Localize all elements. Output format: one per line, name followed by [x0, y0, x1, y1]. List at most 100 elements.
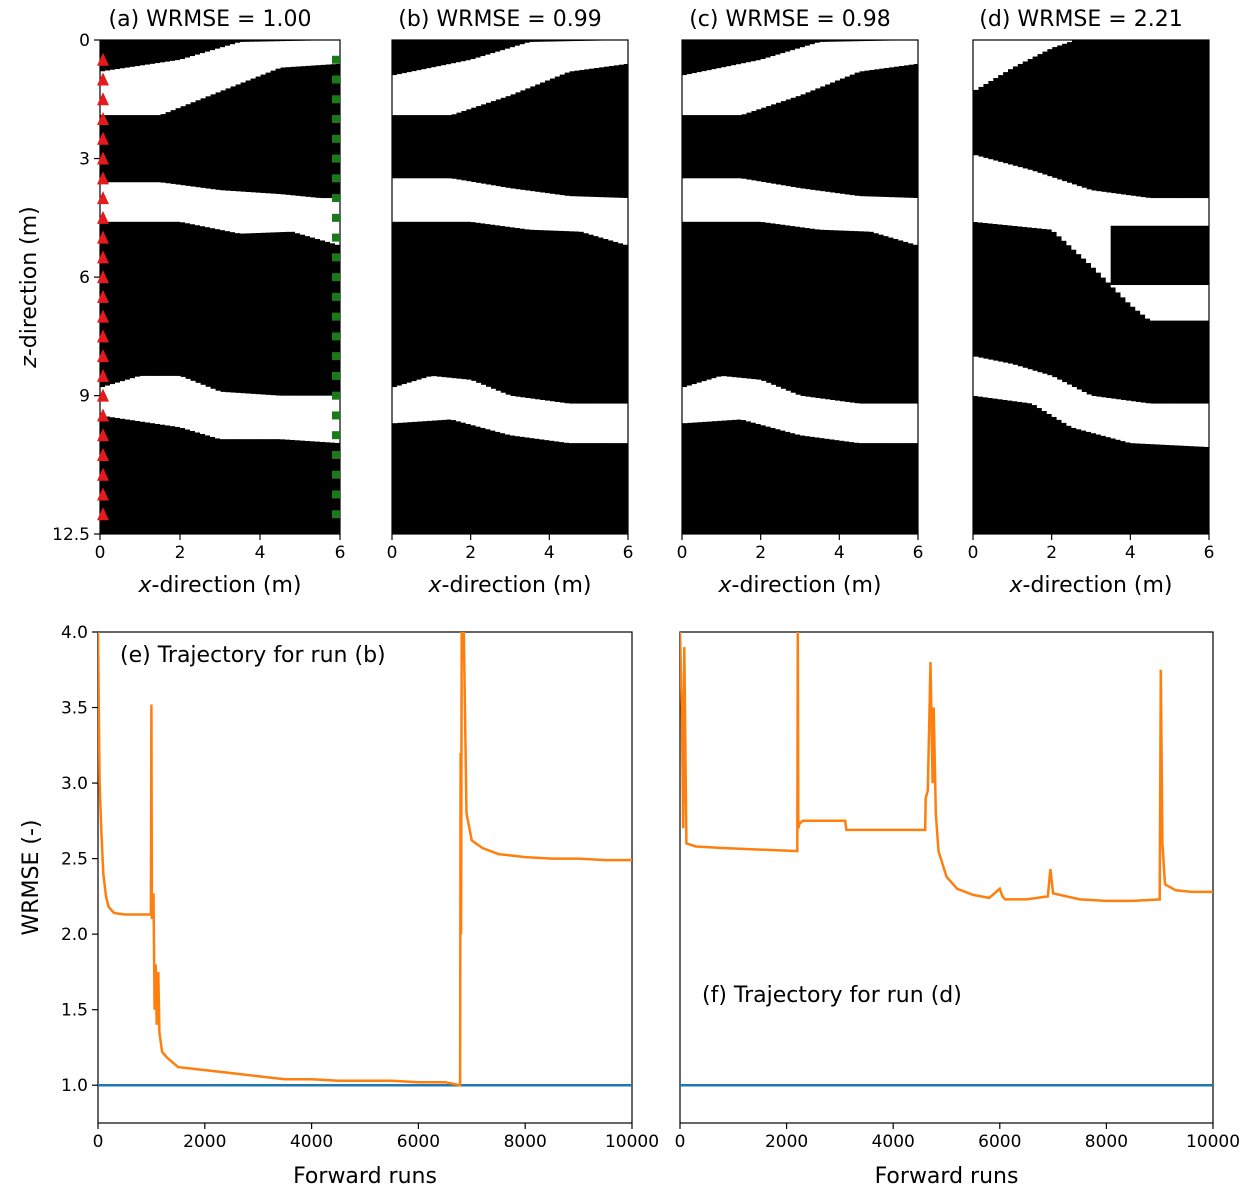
- y-axis-label-italic: z: [17, 356, 42, 369]
- channel-cell: [1091, 190, 1097, 268]
- channel-cell: [310, 197, 316, 238]
- channel-cell: [721, 376, 727, 421]
- channel-cell: [903, 40, 909, 66]
- channel-cell: [977, 357, 984, 397]
- channel-cell: [682, 178, 688, 222]
- channel-cell: [603, 403, 609, 444]
- x-tick-label: 2000: [183, 1132, 226, 1152]
- channel-cell: [804, 396, 811, 437]
- channel-cell: [470, 380, 477, 426]
- channel-cell: [559, 41, 565, 75]
- channel-cell: [480, 183, 487, 224]
- channel-cell: [436, 376, 442, 421]
- channel-cell: [431, 376, 437, 421]
- channel-cell: [1076, 389, 1082, 430]
- y-axis-label: WRMSE (-): [19, 820, 44, 936]
- channel-cell: [583, 403, 590, 444]
- channel-cell: [320, 198, 326, 241]
- channel-cell: [1164, 403, 1171, 445]
- channel-cell: [145, 64, 151, 116]
- channel-cell: [549, 193, 555, 231]
- channel-cell: [1081, 187, 1087, 259]
- channel-cell: [1091, 396, 1097, 434]
- panel-title: (b) WRMSE = 0.99: [398, 7, 601, 32]
- channel-cell: [613, 40, 619, 66]
- channel-cell: [588, 196, 595, 235]
- channel-cell: [325, 198, 331, 242]
- channel-cell: [155, 63, 161, 116]
- x-axis-label: Forward runs: [875, 1164, 1019, 1189]
- x-tick-label: 0: [677, 543, 688, 563]
- channel-cell: [1081, 391, 1087, 431]
- channel-cell: [544, 193, 550, 231]
- channel-cell: [603, 40, 609, 67]
- channel-cell: [215, 48, 221, 93]
- channel-cell: [1046, 375, 1053, 414]
- channel-cell: [1159, 403, 1166, 445]
- channel-cell: [421, 378, 428, 422]
- channel-cell: [235, 42, 241, 85]
- channel-cell: [559, 195, 565, 231]
- channel-cell: [280, 41, 286, 68]
- channel-cell: [1036, 372, 1043, 409]
- source-marker: [97, 112, 109, 126]
- channel-cell: [175, 375, 181, 427]
- channel-cell: [1017, 40, 1023, 64]
- channel-cell: [1051, 40, 1058, 48]
- receiver-marker: [332, 312, 340, 321]
- channel-cell: [285, 41, 291, 68]
- channel-cell: [780, 185, 786, 225]
- channel-cell: [883, 40, 890, 68]
- channel-cell: [185, 57, 191, 105]
- channel-cell: [421, 69, 428, 116]
- channel-cell: [977, 40, 984, 87]
- x-tick-label: 2: [175, 543, 186, 563]
- channel-cell: [800, 396, 806, 436]
- channel-cell: [170, 60, 176, 111]
- x-axis-label: x-direction (m): [138, 573, 302, 598]
- channel-cell: [416, 70, 423, 116]
- channel-cell: [1169, 403, 1176, 446]
- channel-cell: [310, 40, 316, 66]
- channel-cell: [1061, 40, 1068, 44]
- channel-cell: [623, 403, 629, 444]
- channel-cell: [878, 196, 885, 235]
- channel-cell: [706, 70, 713, 116]
- channel-cell: [863, 196, 870, 232]
- channel-cell: [1110, 398, 1117, 439]
- channel-cell: [987, 359, 994, 398]
- channel-cell: [578, 403, 585, 444]
- trajectory-line: [98, 632, 632, 1087]
- channel-cell: [873, 403, 880, 444]
- channel-cell: [711, 378, 718, 422]
- channel-3: [682, 376, 919, 444]
- channel-cell: [290, 395, 296, 440]
- channel-cell: [854, 195, 860, 232]
- panel-annotation: (e) Trajectory for run (b): [120, 643, 386, 668]
- channel-cell: [750, 180, 757, 222]
- channel-cell: [804, 45, 811, 93]
- channel-cell: [1032, 370, 1038, 406]
- x-tick-label: 10000: [1186, 1132, 1240, 1152]
- channel-cell: [1056, 379, 1063, 420]
- channel-cell: [330, 40, 336, 65]
- channel-cell: [210, 388, 216, 437]
- channel-cell: [770, 384, 777, 428]
- channel-cell: [485, 184, 491, 225]
- panel-d-velocity-field: 0 2 4 6 x-direction (m) (d) WRMSE = 2.21: [968, 7, 1215, 598]
- channel-cell: [195, 54, 201, 101]
- channel-cell: [1041, 174, 1048, 229]
- channel-cell: [745, 62, 752, 113]
- channel-cell: [814, 397, 821, 438]
- channel-cell: [775, 386, 781, 430]
- channel-cell: [416, 178, 423, 222]
- channel-cell: [790, 50, 796, 98]
- x-tick-label: 0: [387, 543, 398, 563]
- channel-cell: [1095, 191, 1102, 273]
- x-tick-label: 10000: [605, 1132, 659, 1152]
- x-tick-label: 4000: [872, 1132, 915, 1152]
- channel-cell: [573, 403, 580, 444]
- x-tick-label: 0: [95, 543, 106, 563]
- channel-cell: [593, 40, 600, 68]
